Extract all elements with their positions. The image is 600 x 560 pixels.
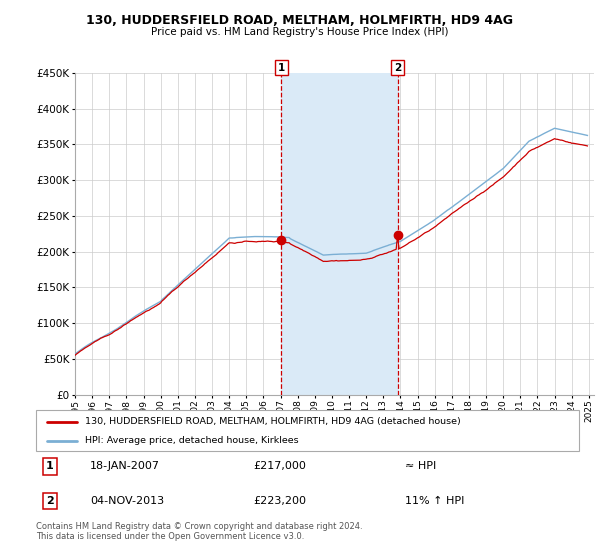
Text: £223,200: £223,200 bbox=[253, 496, 306, 506]
Text: 130, HUDDERSFIELD ROAD, MELTHAM, HOLMFIRTH, HD9 4AG: 130, HUDDERSFIELD ROAD, MELTHAM, HOLMFIR… bbox=[86, 14, 514, 27]
Text: Price paid vs. HM Land Registry's House Price Index (HPI): Price paid vs. HM Land Registry's House … bbox=[151, 27, 449, 37]
Text: 2: 2 bbox=[46, 496, 53, 506]
Text: 130, HUDDERSFIELD ROAD, MELTHAM, HOLMFIRTH, HD9 4AG (detached house): 130, HUDDERSFIELD ROAD, MELTHAM, HOLMFIR… bbox=[85, 417, 461, 426]
Text: Contains HM Land Registry data © Crown copyright and database right 2024.
This d: Contains HM Land Registry data © Crown c… bbox=[36, 522, 362, 542]
Text: 11% ↑ HPI: 11% ↑ HPI bbox=[405, 496, 464, 506]
Text: 1: 1 bbox=[278, 63, 285, 73]
Text: HPI: Average price, detached house, Kirklees: HPI: Average price, detached house, Kirk… bbox=[85, 436, 298, 445]
Text: 2: 2 bbox=[394, 63, 401, 73]
Text: ≈ HPI: ≈ HPI bbox=[405, 461, 436, 472]
Text: 18-JAN-2007: 18-JAN-2007 bbox=[91, 461, 160, 472]
Bar bbox=[281, 73, 398, 395]
Text: £217,000: £217,000 bbox=[253, 461, 306, 472]
FancyBboxPatch shape bbox=[36, 410, 579, 451]
Text: 04-NOV-2013: 04-NOV-2013 bbox=[91, 496, 164, 506]
Text: 1: 1 bbox=[46, 461, 53, 472]
